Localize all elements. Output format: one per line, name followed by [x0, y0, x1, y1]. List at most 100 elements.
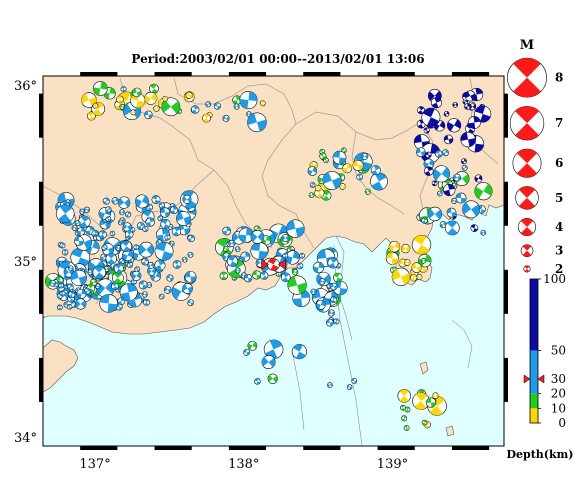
- mechanism-quadrant: [404, 425, 408, 428]
- earthquake-beachball: [309, 182, 316, 188]
- mechanism-quadrant: [101, 244, 105, 248]
- mechanism-quadrant: [292, 269, 296, 274]
- mechanism-quadrant: [405, 409, 410, 413]
- mechanism-quadrant: [105, 197, 110, 202]
- mechanism-quadrant: [134, 244, 139, 248]
- earthquake-beachball: [431, 180, 438, 187]
- mechanism-quadrant: [147, 263, 151, 269]
- mechanism-quadrant: [421, 259, 424, 263]
- earthquake-beachball: [76, 227, 86, 236]
- mechanism-quadrant: [462, 202, 472, 215]
- mechanism-quadrant: [52, 282, 56, 287]
- mechanism-quadrant: [268, 258, 277, 265]
- earthquake-beachball: [385, 251, 399, 265]
- mechanism-quadrant: [164, 96, 168, 99]
- mechanism-quadrant: [424, 171, 431, 176]
- depth-tick-label: 0: [558, 416, 566, 430]
- earthquake-beachball: [68, 290, 76, 299]
- mechanism-quadrant: [162, 98, 166, 102]
- mechanism-quadrant: [235, 248, 238, 252]
- mainshock-marker[interactable]: [261, 256, 286, 272]
- earthquake-beachball: [55, 204, 75, 223]
- mechanism-quadrant: [60, 245, 64, 249]
- mechanism-quadrant: [187, 238, 192, 242]
- mechanism-quadrant: [139, 280, 145, 285]
- earthquake-beachball: [119, 283, 138, 302]
- mechanism-quadrant: [146, 222, 152, 227]
- earthquake-beachball: [250, 241, 269, 260]
- mechanism-quadrant: [524, 265, 530, 269]
- mainshock-beachball: [267, 258, 280, 271]
- mechanism-quadrant: [132, 88, 137, 94]
- mechanism-quadrant: [250, 242, 261, 251]
- mechanism-quadrant: [520, 226, 534, 236]
- mechanism-quadrant: [208, 112, 213, 116]
- mechanism-quadrant: [453, 174, 457, 180]
- mechanism-quadrant: [440, 224, 444, 228]
- mechanism-quadrant: [169, 277, 174, 282]
- earthquake-beachball: [267, 373, 278, 384]
- mechanism-quadrant: [257, 225, 261, 230]
- earthquake-beachball: [163, 286, 172, 294]
- earthquake-beachball: [480, 229, 487, 236]
- mechanism-quadrant: [328, 310, 332, 315]
- mechanism-quadrant: [256, 274, 261, 280]
- mechanism-quadrant: [433, 180, 437, 184]
- mechanism-quadrant: [220, 272, 227, 276]
- mechanism-quadrant: [169, 241, 172, 245]
- earthquake-beachball: [154, 241, 174, 261]
- earthquake-beachball: [131, 270, 142, 281]
- earthquake-beachball: [125, 211, 132, 218]
- mechanism-quadrant: [172, 231, 179, 236]
- mechanism-quadrant: [144, 258, 149, 262]
- frame-bar-left: [39, 357, 43, 402]
- mechanism-quadrant: [429, 405, 443, 416]
- mechanism-quadrant: [361, 153, 365, 159]
- mechanism-quadrant: [55, 276, 61, 281]
- mechanism-quadrant: [148, 114, 153, 119]
- mechanism-quadrant: [105, 222, 111, 229]
- mechanism-quadrant: [243, 349, 247, 353]
- mechanism-quadrant: [319, 152, 324, 157]
- earthquake-beachball: [147, 266, 157, 276]
- mechanism-quadrant: [116, 96, 122, 100]
- mechanism-quadrant: [108, 246, 114, 255]
- map-area[interactable]: [42, 76, 504, 446]
- mechanism-quadrant: [189, 94, 193, 99]
- earthquake-beachball: [111, 282, 119, 291]
- mechanism-quadrant: [411, 263, 417, 270]
- mechanism-quadrant: [469, 104, 473, 109]
- mechanism-quadrant: [216, 238, 229, 248]
- mechanism-quadrant: [447, 220, 457, 228]
- mechanism-quadrant: [185, 92, 190, 97]
- mechanism-quadrant: [322, 279, 326, 285]
- mechanism-quadrant: [191, 109, 197, 114]
- mechanism-quadrant: [182, 283, 188, 291]
- mechanism-quadrant: [68, 294, 73, 298]
- earthquake-beachball: [312, 261, 325, 274]
- earthquake-beachball: [101, 244, 108, 251]
- mechanism-quadrant: [159, 294, 162, 297]
- earthquake-beachball: [117, 219, 124, 226]
- mechanism-quadrant: [129, 264, 133, 268]
- earthquake-beachball: [185, 91, 193, 99]
- mechanism-quadrant: [83, 285, 86, 289]
- earthquake-beachball: [87, 269, 94, 276]
- mechanism-quadrant: [107, 218, 111, 222]
- mechanism-quadrant: [270, 264, 279, 271]
- mechanism-quadrant: [161, 251, 173, 261]
- mechanism-quadrant: [287, 246, 293, 250]
- earthquake-beachball: [425, 151, 432, 159]
- earthquake-beachball: [92, 265, 106, 280]
- mechanism-quadrant: [98, 211, 105, 220]
- mechanism-quadrant: [121, 240, 130, 247]
- mechanism-quadrant: [260, 271, 267, 276]
- earthquake-beachball: [172, 260, 182, 269]
- frame-bar-left: [39, 181, 43, 226]
- mechanism-quadrant: [298, 266, 303, 269]
- mechanism-quadrant: [187, 253, 191, 258]
- mechanism-quadrant: [187, 286, 193, 294]
- earthquake-beachball: [327, 309, 335, 317]
- mechanism-quadrant: [71, 225, 75, 230]
- mechanism-quadrant: [520, 218, 534, 227]
